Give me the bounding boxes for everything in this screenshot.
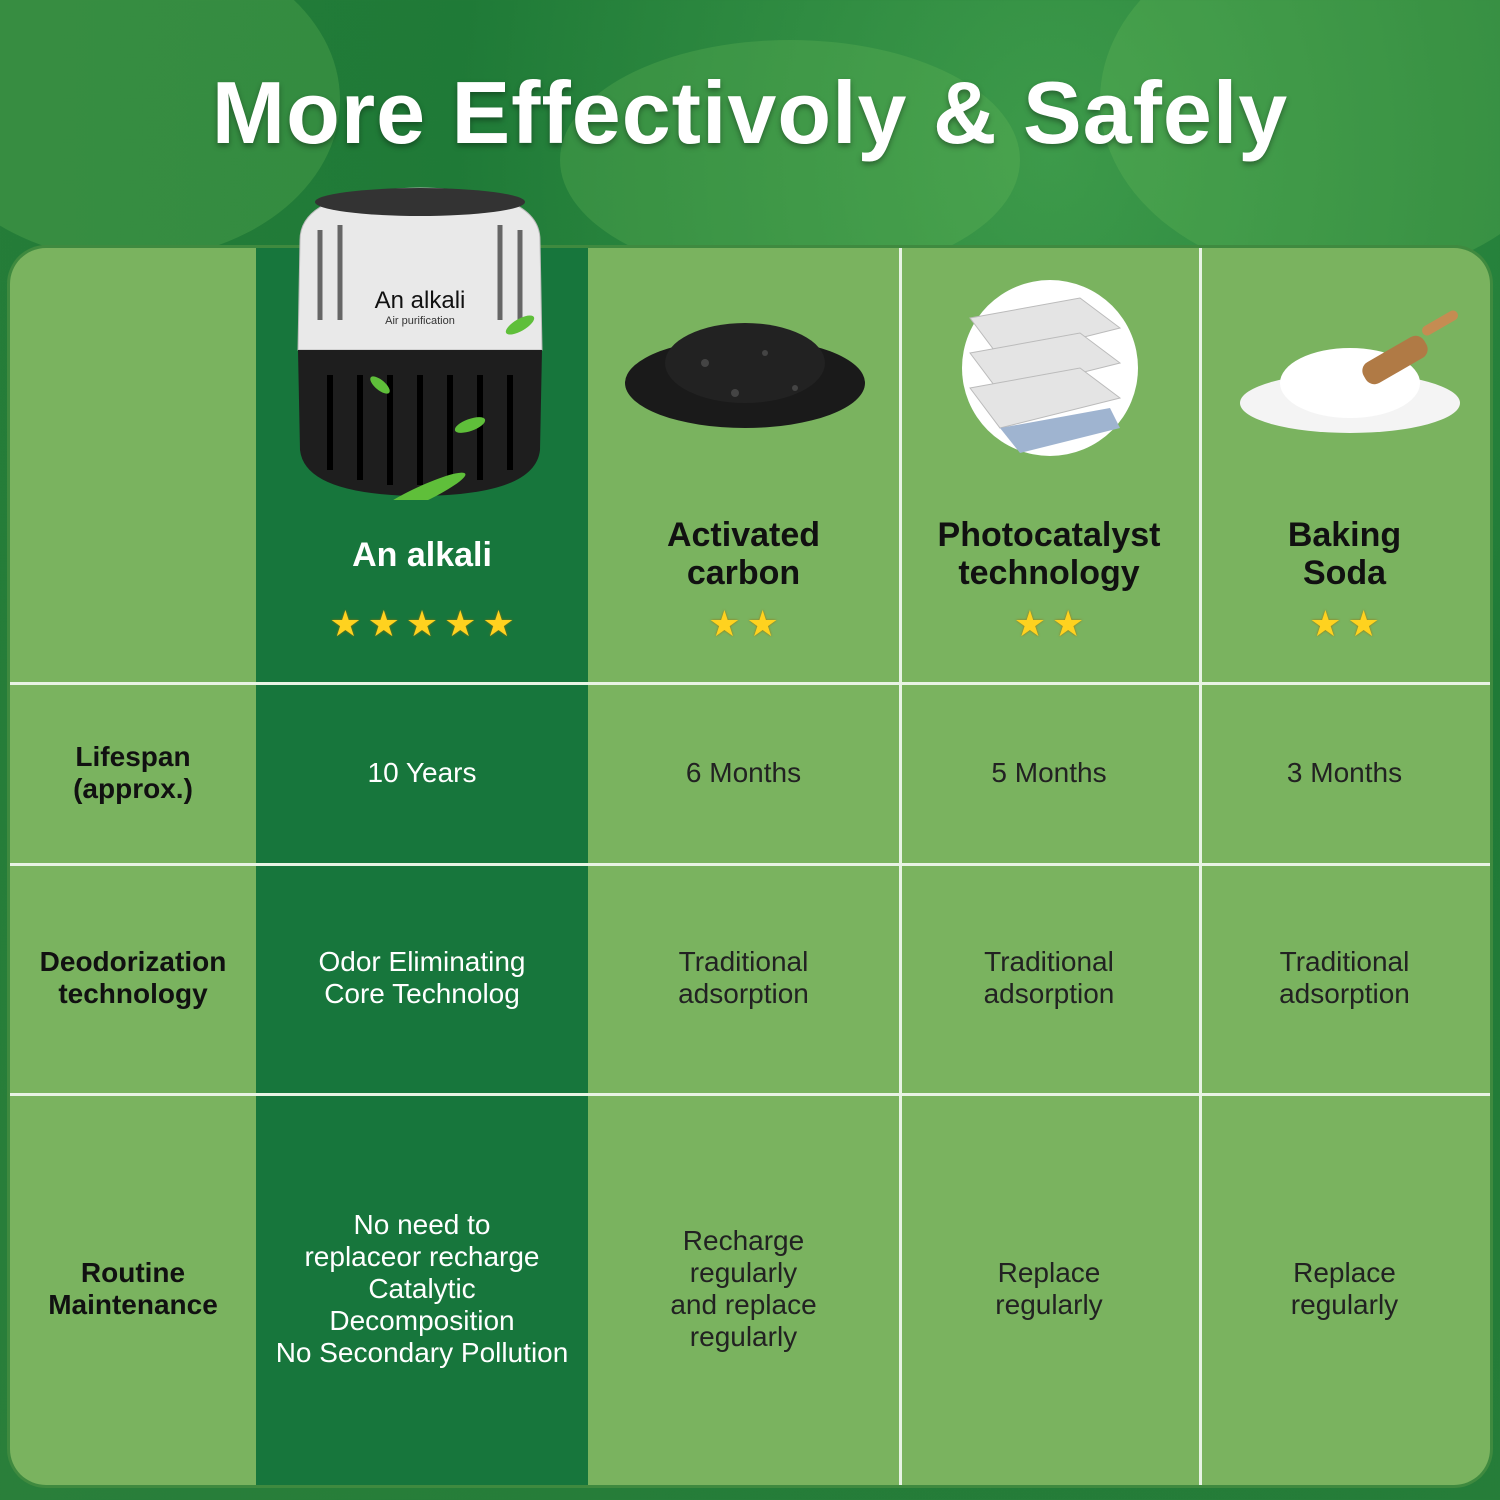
page-title: More Effectivoly & Safely — [211, 63, 1289, 162]
table-cell: 3 Months — [1199, 682, 1490, 863]
product-brand-text: An alkali — [375, 287, 466, 314]
table-cell: No need to replaceor recharge Catalytic Dec… — [256, 1093, 588, 1485]
row-label-text: Routine — [80, 1257, 186, 1288]
cell-text: regularly — [689, 1257, 798, 1288]
column-name: technology — [958, 554, 1140, 592]
table-cell: Traditional adsorption — [899, 863, 1199, 1093]
table-cell: Odor Eliminating Core Technolog — [256, 863, 588, 1093]
row-label-text: Maintenance — [48, 1289, 218, 1320]
column-name: Activated — [666, 516, 821, 554]
divider — [10, 682, 1490, 685]
cell-text: Odor Eliminating — [318, 946, 526, 977]
cell-text: Traditional — [984, 946, 1114, 977]
table-cell: 5 Months — [899, 682, 1199, 863]
divider — [899, 248, 902, 1485]
row-label: Routine Maintenance — [10, 1093, 256, 1485]
divider — [1199, 248, 1202, 1485]
column-header: Baking Soda — [1199, 516, 1490, 592]
star-icon: ★ — [329, 603, 362, 644]
table-cell: Replace regularly — [899, 1093, 1199, 1485]
row-label-text: (approx.) — [73, 772, 193, 804]
star-icon: ★ — [1309, 603, 1342, 644]
star-rating: ★ ★ — [1199, 603, 1490, 645]
table-cell: Recharge regularly and replace regularly — [588, 1093, 899, 1485]
row-label-text: Deodorization — [39, 946, 227, 977]
star-rating: ★ ★ — [899, 603, 1199, 645]
column-name: An alkali — [352, 536, 492, 574]
divider — [10, 863, 1490, 866]
star-icon: ★ — [405, 603, 439, 644]
cell-text: adsorption — [983, 978, 1115, 1009]
cell-text: No Secondary Pollution — [275, 1337, 569, 1368]
star-rating: ★ ★ ★ ★ ★ — [256, 603, 588, 645]
row-label: Lifespan (approx.) — [10, 682, 256, 863]
star-icon: ★ — [367, 603, 400, 644]
column-header: Photocatalyst technology — [899, 516, 1199, 592]
column-name: Soda — [1302, 554, 1387, 592]
an-alkali-product-image: An alkali Air purification — [297, 187, 543, 500]
star-icon: ★ — [444, 603, 477, 644]
cell-text: Decomposition — [329, 1305, 515, 1336]
column-name: Photocatalyst — [937, 516, 1161, 554]
cell-text: regularly — [1290, 1289, 1399, 1320]
row-label-text: Lifespan — [75, 740, 191, 772]
cell-text: replaceor recharge — [304, 1241, 540, 1272]
cell-text: 3 Months — [1286, 756, 1403, 788]
table-cell: Traditional adsorption — [1199, 863, 1490, 1093]
row-label-text: technology — [58, 978, 208, 1009]
star-rating: ★ ★ — [588, 603, 899, 645]
table-cell: 10 Years — [256, 682, 588, 863]
product-tagline-text: Air purification — [385, 315, 455, 327]
cell-text: and replace — [670, 1289, 817, 1320]
divider — [10, 1093, 1490, 1096]
photocatalyst-image — [962, 280, 1138, 456]
activated-carbon-image — [625, 323, 865, 428]
cell-text: Recharge — [682, 1225, 805, 1256]
comparison-table: An alkali ★ ★ ★ ★ ★ Activated carbon ★ ★ Photocata… — [10, 248, 1490, 1485]
star-icon: ★ — [1013, 603, 1046, 644]
star-icon: ★ — [1052, 603, 1085, 644]
row-label: Deodorization technology — [10, 863, 256, 1093]
table-cell: Replace regularly — [1199, 1093, 1490, 1485]
cell-text: 5 Months — [991, 756, 1107, 788]
cell-text: adsorption — [1279, 978, 1410, 1009]
column-name: Baking — [1287, 516, 1402, 554]
star-icon: ★ — [708, 603, 741, 644]
cell-text: No need to — [353, 1209, 491, 1240]
cell-text: 10 Years — [367, 756, 477, 788]
cell-text: Catalytic — [368, 1273, 476, 1304]
baking-soda-image — [1240, 310, 1460, 433]
cell-text: adsorption — [678, 978, 809, 1009]
cell-text: Traditional — [1279, 946, 1410, 977]
cell-text: Replace — [997, 1257, 1101, 1288]
column-name: carbon — [686, 554, 801, 592]
star-icon: ★ — [746, 603, 779, 644]
table-cell: 6 Months — [588, 682, 899, 863]
cell-text: 6 Months — [685, 756, 802, 788]
cell-text: Core Technolog — [324, 978, 520, 1009]
cell-text: regularly — [995, 1289, 1103, 1320]
cell-text: regularly — [689, 1321, 798, 1352]
cell-text: Replace — [1293, 1257, 1396, 1288]
column-header: An alkali — [256, 536, 588, 574]
star-icon: ★ — [482, 603, 515, 644]
cell-text: Traditional — [678, 946, 809, 977]
column-header: Activated carbon — [588, 516, 899, 592]
table-cell: Traditional adsorption — [588, 863, 899, 1093]
star-icon: ★ — [1347, 603, 1380, 644]
